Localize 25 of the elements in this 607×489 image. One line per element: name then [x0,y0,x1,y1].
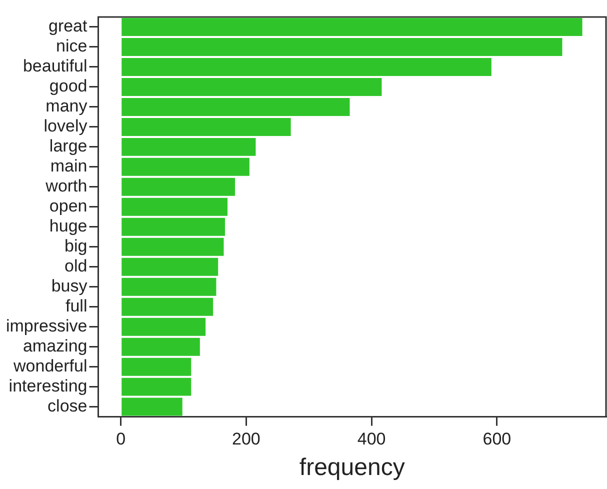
y-tick-label: open [49,196,88,216]
y-tick-label: old [64,256,88,276]
y-tick-label: huge [49,216,88,236]
y-tick-label: impressive [6,316,88,336]
x-tick-label: 200 [232,430,260,449]
y-tick-label: good [49,76,88,96]
y-tick-label: great [48,16,88,36]
y-tick-label: main [50,156,88,176]
x-axis-title: frequency [299,454,405,482]
y-tick-label: interesting [8,376,88,396]
y-tick-label: many [46,96,88,116]
y-tick-label: busy [51,276,88,296]
x-tick-label: 0 [116,430,126,449]
x-tick-label: 400 [357,430,386,449]
y-tick-label: nice [56,36,88,56]
y-tick-label: lovely [44,116,88,136]
y-tick-label: large [49,136,88,156]
y-tick-label: worth [44,176,88,196]
y-tick-label: full [66,296,88,316]
y-tick-label: close [48,396,88,416]
y-tick-label: big [64,236,88,256]
y-tick-label: wonderful [12,356,88,376]
y-tick-label: beautiful [22,56,88,76]
x-tick-label: 600 [482,430,512,449]
y-tick-label: amazing [22,336,88,356]
